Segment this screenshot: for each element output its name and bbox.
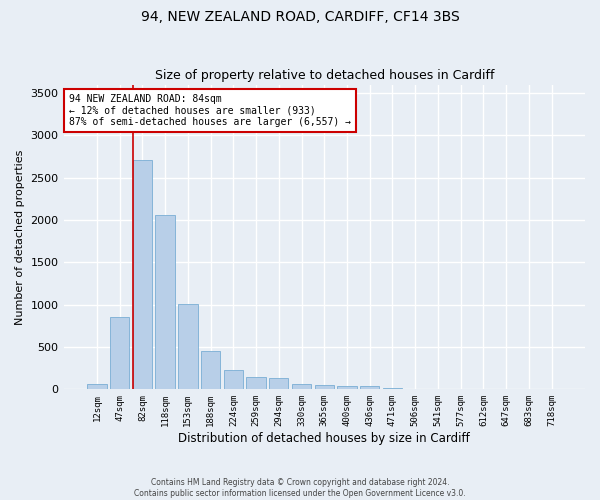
Bar [360,386,379,390]
Bar [269,378,289,390]
Bar [314,384,334,390]
Bar [110,318,130,390]
Y-axis label: Number of detached properties: Number of detached properties [15,150,25,324]
Bar [201,351,220,390]
Bar [155,216,175,390]
X-axis label: Distribution of detached houses by size in Cardiff: Distribution of detached houses by size … [178,432,470,445]
Bar [247,378,266,390]
Text: Contains HM Land Registry data © Crown copyright and database right 2024.
Contai: Contains HM Land Registry data © Crown c… [134,478,466,498]
Bar [133,160,152,390]
Text: 94 NEW ZEALAND ROAD: 84sqm
← 12% of detached houses are smaller (933)
87% of sem: 94 NEW ZEALAND ROAD: 84sqm ← 12% of deta… [69,94,351,127]
Bar [292,384,311,390]
Bar [87,384,107,390]
Text: 94, NEW ZEALAND ROAD, CARDIFF, CF14 3BS: 94, NEW ZEALAND ROAD, CARDIFF, CF14 3BS [140,10,460,24]
Bar [337,386,356,390]
Bar [224,370,243,390]
Title: Size of property relative to detached houses in Cardiff: Size of property relative to detached ho… [155,69,494,82]
Bar [383,388,402,390]
Bar [178,304,197,390]
